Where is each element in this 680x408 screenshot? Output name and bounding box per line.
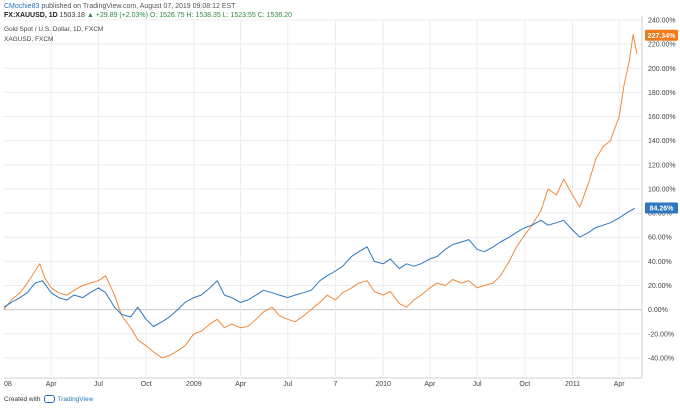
y-tick-label: 140.00% bbox=[648, 138, 676, 145]
grid-lines bbox=[4, 16, 643, 379]
y-tick-label: 0.00% bbox=[648, 307, 668, 314]
x-tick-label: 2009 bbox=[186, 381, 202, 388]
y-tick-label: 60.00% bbox=[648, 235, 672, 242]
y-tick-label: 160.00% bbox=[648, 114, 676, 121]
y-tick-label: 180.00% bbox=[648, 90, 676, 97]
footer: Created with TradingView bbox=[4, 395, 93, 403]
y-tick-label: 80.00% bbox=[648, 211, 672, 218]
y-tick-label: 40.00% bbox=[648, 259, 672, 266]
y-tick-label: 120.00% bbox=[648, 162, 676, 169]
x-tick-label: Apr bbox=[424, 381, 436, 388]
badge-label: 227.34% bbox=[648, 33, 676, 40]
y-tick-label: 200.00% bbox=[648, 66, 676, 73]
x-tick-label: Oct bbox=[519, 381, 530, 388]
y-tick-label: -40.00% bbox=[648, 355, 674, 362]
series-line-silver bbox=[3, 34, 638, 359]
x-tick-label: Jul bbox=[283, 381, 292, 388]
y-tick-label: -20.00% bbox=[648, 331, 674, 338]
badge-silver bbox=[645, 29, 678, 41]
y-tick-label: 20.00% bbox=[648, 283, 672, 290]
badge-label: 84.26% bbox=[650, 205, 675, 212]
x-tick-label: Oct bbox=[141, 381, 152, 388]
author-name[interactable]: CMochie83 bbox=[4, 3, 40, 10]
badge-gold bbox=[645, 202, 678, 214]
x-tick-label: 08 bbox=[4, 381, 12, 388]
last-value-badges: 227.34% 84.26% bbox=[645, 29, 678, 214]
x-tick-label: Jul bbox=[473, 381, 482, 388]
y-tick-label: 100.00% bbox=[648, 186, 676, 193]
x-tick-label: 2010 bbox=[375, 381, 391, 388]
last-price: 1503.18 bbox=[59, 12, 85, 19]
tradingview-brand[interactable]: TradingView bbox=[57, 395, 94, 403]
price-change: +29.89 (+2.03%) bbox=[95, 12, 148, 19]
tradingview-logo-icon bbox=[43, 395, 55, 403]
x-tick-label: Apr bbox=[235, 381, 247, 388]
series-lines bbox=[3, 34, 638, 359]
x-tick-label: Jul bbox=[94, 381, 103, 388]
x-tick-label: 7 bbox=[333, 381, 337, 388]
change-triangle-icon: ▲ bbox=[86, 12, 94, 19]
x-tick-label: Apr bbox=[614, 381, 626, 388]
created-with-label: Created with bbox=[4, 395, 41, 403]
x-tick-label: 2011 bbox=[565, 381, 580, 388]
publish-info: published on TradingView.com, August 07,… bbox=[41, 3, 236, 10]
symbol-label: FX:XAUUSD, 1D bbox=[4, 12, 58, 19]
x-axis: 08 Apr Jul Oct 2009 Apr Jul 7 2010 Apr Jul Oct 2011 A… bbox=[4, 381, 625, 388]
ohlc-values: O: 1526.75 H: 1538.35 L: 1523.55 C: 1536… bbox=[149, 12, 292, 19]
y-axis: 240.00% 220.00% 200.00% 180.00% 160.00% 140.0… bbox=[648, 18, 676, 363]
chart-header: CMochie83 published on TradingView.com, … bbox=[4, 2, 620, 20]
legend-series-gold: Gold Spot / U.S. Dollar, 1D, FXCM bbox=[4, 26, 104, 33]
legend-series-silver: XAGUSD, FXCM bbox=[4, 36, 54, 43]
y-tick-label: 240.00% bbox=[648, 18, 676, 25]
series-line-gold bbox=[3, 207, 635, 327]
x-tick-label: Apr bbox=[46, 381, 58, 388]
symbol-line: FX:XAUUSD, 1D 1503.18 ▲ +29.89 (+2.03%) … bbox=[4, 11, 620, 20]
publish-line: CMochie83 published on TradingView.com, … bbox=[4, 2, 620, 11]
y-tick-label: 220.00% bbox=[648, 42, 676, 49]
